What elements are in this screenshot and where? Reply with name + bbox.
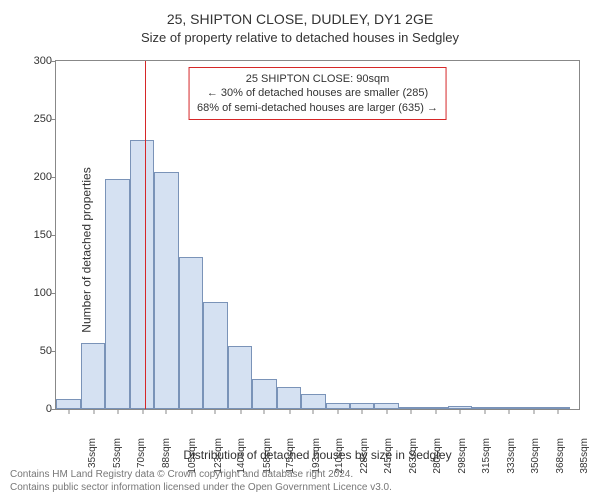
y-tick-mark xyxy=(51,235,56,236)
x-tick-mark xyxy=(460,409,461,414)
x-tick-mark xyxy=(509,409,510,414)
histogram-bar xyxy=(350,403,374,409)
x-tick-mark xyxy=(411,409,412,414)
y-tick-label: 0 xyxy=(22,403,52,415)
histogram-bar xyxy=(497,407,521,409)
x-tick-mark xyxy=(534,409,535,414)
x-tick-mark xyxy=(289,409,290,414)
annotation-line: 68% of semi-detached houses are larger (… xyxy=(197,101,438,115)
annotation-box: 25 SHIPTON CLOSE: 90sqm ← 30% of detache… xyxy=(188,67,447,120)
footer: Contains HM Land Registry data © Crown c… xyxy=(10,469,590,494)
histogram-bar xyxy=(154,172,178,409)
histogram-bar xyxy=(374,403,398,409)
histogram-bar xyxy=(203,302,227,409)
histogram-bar xyxy=(81,343,105,409)
x-tick-mark xyxy=(142,409,143,414)
plot-area: 05010015020025030035sqm53sqm70sqm88sqm10… xyxy=(55,60,580,410)
x-tick-mark xyxy=(362,409,363,414)
x-tick-mark xyxy=(387,409,388,414)
page-title: 25, SHIPTON CLOSE, DUDLEY, DY1 2GE xyxy=(0,0,600,28)
annotation-line: 25 SHIPTON CLOSE: 90sqm xyxy=(197,72,438,86)
x-tick-mark xyxy=(191,409,192,414)
x-tick-mark xyxy=(338,409,339,414)
x-tick-mark xyxy=(313,409,314,414)
y-tick-mark xyxy=(51,409,56,410)
footer-line: Contains HM Land Registry data © Crown c… xyxy=(10,469,590,482)
x-tick-mark xyxy=(264,409,265,414)
histogram-bar xyxy=(326,403,350,409)
y-tick-mark xyxy=(51,177,56,178)
annotation-line: ← 30% of detached houses are smaller (28… xyxy=(197,86,438,100)
histogram-bar xyxy=(472,407,496,409)
y-tick-label: 300 xyxy=(22,55,52,67)
y-tick-mark xyxy=(51,61,56,62)
footer-line: Contains public sector information licen… xyxy=(10,482,590,495)
x-tick-mark xyxy=(166,409,167,414)
histogram-bar xyxy=(228,346,252,409)
y-tick-label: 200 xyxy=(22,171,52,183)
chart-container: 25, SHIPTON CLOSE, DUDLEY, DY1 2GE Size … xyxy=(0,0,600,500)
histogram-bar xyxy=(521,407,545,409)
y-tick-label: 150 xyxy=(22,229,52,241)
histogram-bar xyxy=(56,399,80,409)
x-tick-mark xyxy=(93,409,94,414)
y-tick-mark xyxy=(51,119,56,120)
page-subtitle: Size of property relative to detached ho… xyxy=(0,28,600,45)
histogram-bar xyxy=(448,406,472,409)
y-tick-label: 250 xyxy=(22,113,52,125)
x-tick-mark xyxy=(485,409,486,414)
histogram-bar xyxy=(179,257,203,409)
histogram-bar xyxy=(252,379,276,409)
x-tick-mark xyxy=(117,409,118,414)
y-tick-label: 50 xyxy=(22,345,52,357)
x-tick-mark xyxy=(558,409,559,414)
histogram-bar xyxy=(105,179,129,409)
histogram-bar xyxy=(423,407,447,409)
histogram-bar xyxy=(277,387,301,409)
y-tick-label: 100 xyxy=(22,287,52,299)
y-tick-mark xyxy=(51,351,56,352)
x-tick-mark xyxy=(240,409,241,414)
x-tick-mark xyxy=(215,409,216,414)
reference-line xyxy=(145,61,146,409)
x-tick-mark xyxy=(436,409,437,414)
x-tick-mark xyxy=(68,409,69,414)
histogram-bar xyxy=(546,407,570,409)
histogram-bar xyxy=(399,407,423,409)
x-axis-label: Distribution of detached houses by size … xyxy=(55,448,580,462)
y-tick-mark xyxy=(51,293,56,294)
histogram-bar xyxy=(301,394,325,409)
histogram-bar xyxy=(130,140,154,409)
